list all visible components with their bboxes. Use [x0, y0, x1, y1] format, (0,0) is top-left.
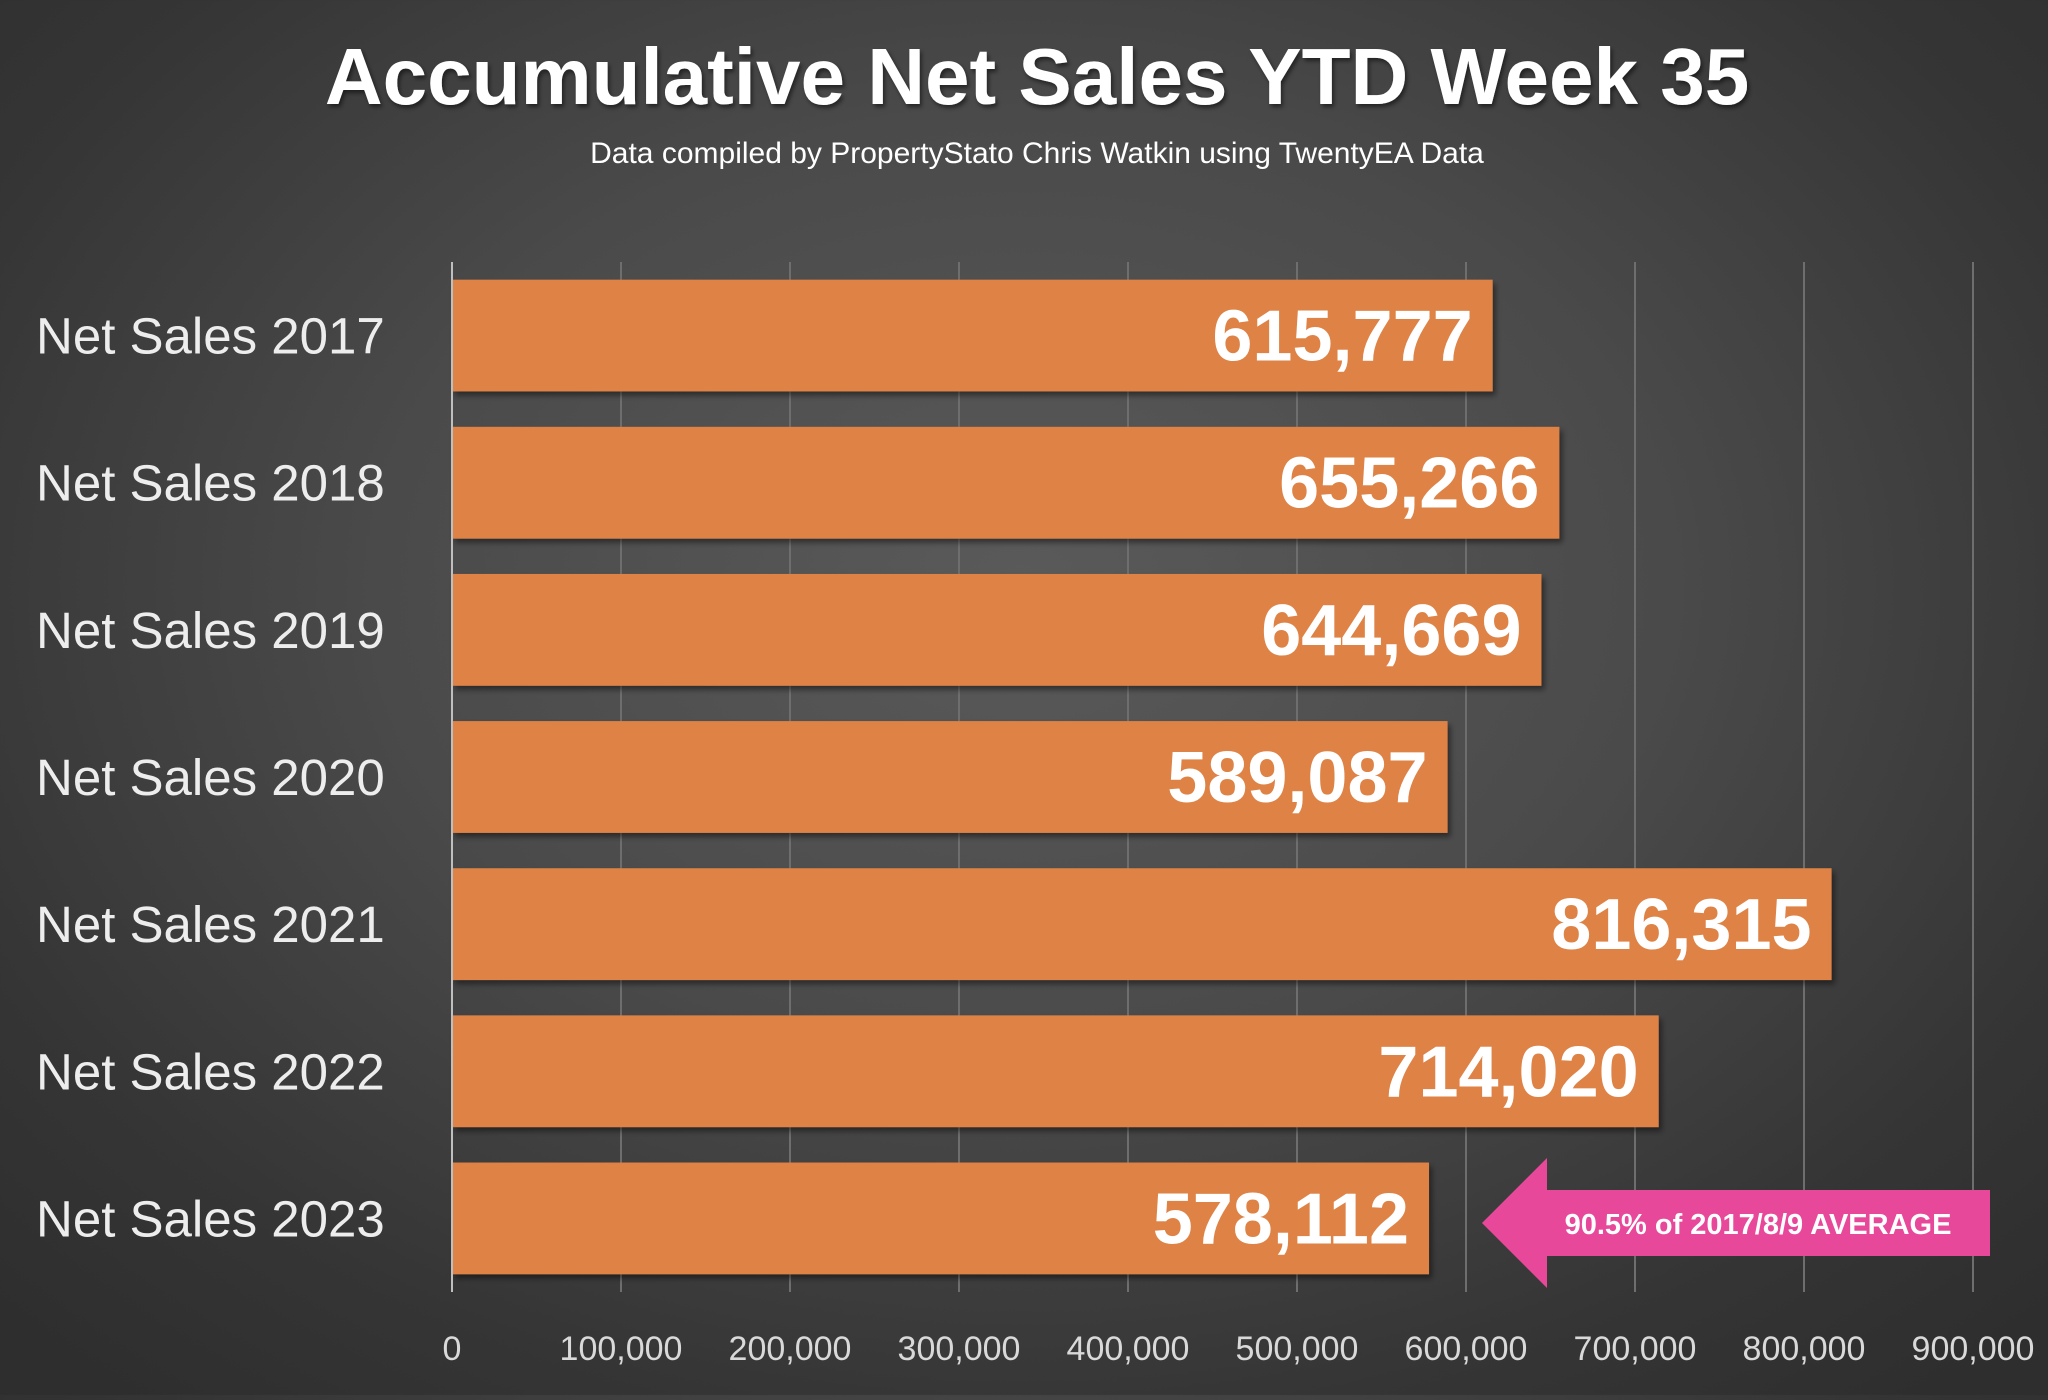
- category-label: Net Sales 2023: [36, 1190, 385, 1247]
- category-label: Net Sales 2020: [36, 749, 385, 806]
- bar: [452, 1162, 1430, 1275]
- annotation-label: 90.5% of 2017/8/9 AVERAGE: [1565, 1209, 1952, 1241]
- x-tick-label: 300,000: [898, 1330, 1021, 1368]
- x-tick-label: 400,000: [1067, 1330, 1190, 1368]
- x-tick-label: 200,000: [729, 1330, 852, 1368]
- category-label: Net Sales 2018: [36, 455, 385, 512]
- bar: [452, 426, 1560, 539]
- bar-value-label: 816,315: [1551, 885, 1811, 965]
- annotation-arrow-shape: [1482, 1158, 1990, 1288]
- bar-value-label: 644,669: [1261, 591, 1521, 671]
- category-axis-labels: Net Sales 2017 Net Sales 2018 Net Sales 20…: [36, 308, 385, 1248]
- x-tick-label: 500,000: [1236, 1330, 1359, 1368]
- category-label: Net Sales 2022: [36, 1043, 385, 1100]
- bar: [452, 868, 1832, 981]
- chart-subtitle: Data compiled by PropertyStato Chris Wat…: [590, 137, 1484, 170]
- bar-value-label: 578,112: [1153, 1179, 1409, 1259]
- annotation-callout: 90.5% of 2017/8/9 AVERAGE: [1482, 1158, 1990, 1288]
- bar-value-label: 655,266: [1279, 444, 1539, 524]
- bar: [452, 573, 1542, 686]
- x-tick-label: 800,000: [1743, 1330, 1866, 1368]
- value-axis-tick-labels: 0 100,000 200,000 300,000 400,000 500,000 600,…: [443, 1330, 2035, 1368]
- x-tick-label: 600,000: [1405, 1330, 1528, 1368]
- bar: [452, 721, 1448, 833]
- bar-value-label: 589,087: [1167, 738, 1427, 818]
- bar-value-label: 714,020: [1378, 1032, 1638, 1112]
- chart-title: Accumulative Net Sales YTD Week 35: [325, 32, 1749, 121]
- category-label: Net Sales 2021: [36, 896, 385, 953]
- x-tick-label: 100,000: [560, 1330, 683, 1368]
- bar: [452, 1015, 1659, 1128]
- x-tick-label: 900,000: [1912, 1330, 2035, 1368]
- bar-value-label: 615,777: [1212, 297, 1472, 377]
- x-tick-label: 700,000: [1574, 1330, 1697, 1368]
- bar: [452, 279, 1493, 392]
- category-label: Net Sales 2017: [36, 308, 385, 365]
- category-label: Net Sales 2019: [36, 602, 385, 659]
- x-tick-label: 0: [443, 1330, 462, 1368]
- bar-series: 615,777 655,266 644,669 589,087 816,315 714,0…: [452, 279, 1832, 1275]
